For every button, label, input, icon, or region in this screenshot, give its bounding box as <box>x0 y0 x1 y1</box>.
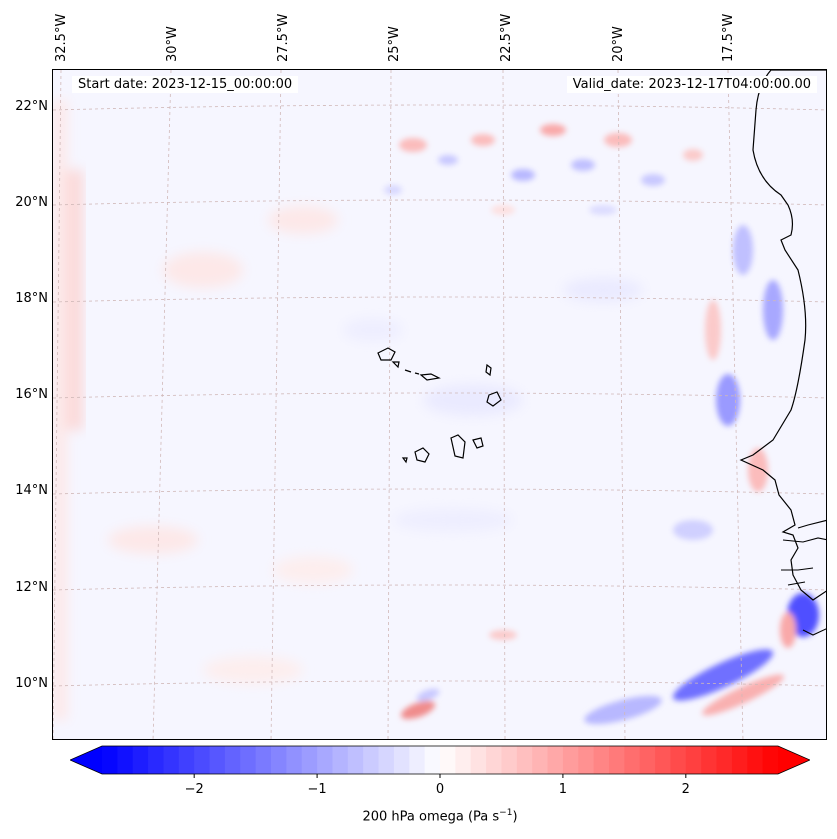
lat-label: 20°N <box>15 195 48 210</box>
colorbar-segment <box>731 746 748 774</box>
colorbar-segment <box>501 746 518 774</box>
colorbar-segment <box>255 746 272 774</box>
colorbar-segment <box>593 746 610 774</box>
colorbar-segment <box>194 746 211 774</box>
colorbar-segment <box>102 746 118 774</box>
colorbar-label-prefix: 200 hPa omega (Pa s <box>362 809 500 825</box>
colorbar-segment <box>470 746 487 774</box>
lat-label: 14°N <box>15 483 48 498</box>
colorbar-segment <box>378 746 395 774</box>
colorbar-segment <box>440 746 456 774</box>
colorbar <box>70 745 810 778</box>
lon-label: 20°W <box>611 26 626 62</box>
colorbar-segment <box>562 746 579 774</box>
colorbar-segment <box>286 746 303 774</box>
lon-label: 25°W <box>387 26 402 62</box>
colorbar-outline <box>70 745 810 775</box>
colorbar-segment <box>240 746 257 774</box>
colorbar-segment <box>117 746 134 774</box>
colorbar-label-suffix: ) <box>512 809 518 825</box>
lat-label: 22°N <box>15 99 48 114</box>
colorbar-tick-label: −1 <box>307 782 327 797</box>
coastline-south <box>781 519 826 636</box>
colorbar-segment <box>701 746 718 774</box>
gridlines <box>53 70 826 739</box>
cape-verde-islands <box>377 347 502 464</box>
cells-south <box>400 630 784 725</box>
lon-label: 17.5°W <box>721 13 736 62</box>
lon-label: 22.5°W <box>499 13 514 62</box>
mixed-cells-north <box>384 124 703 215</box>
map-panel <box>52 69 827 740</box>
colorbar-segment <box>409 746 426 774</box>
colorbar-tick-label: −2 <box>184 782 204 797</box>
colorbar-segment <box>609 746 625 774</box>
colorbar-segment <box>455 746 472 774</box>
colorbar-segment <box>271 746 287 774</box>
cells-east <box>673 225 819 648</box>
colorbar-segment <box>347 746 364 774</box>
colorbar-extend-low <box>70 746 102 774</box>
colorbar-segment <box>532 746 549 774</box>
lon-label: 32.5°W <box>54 13 69 62</box>
colorbar-label: 200 hPa omega (Pa s−1) <box>0 808 837 824</box>
colorbar-segment <box>624 746 641 774</box>
omega-field <box>53 70 826 739</box>
colorbar-segment <box>163 746 180 774</box>
colorbar-segment <box>716 746 733 774</box>
colorbar-segment <box>578 746 595 774</box>
interior-patterns <box>108 206 643 684</box>
colorbar-segment <box>670 746 687 774</box>
colorbar-tick-label: 1 <box>558 782 568 797</box>
colorbar-segment <box>486 746 503 774</box>
colorbar-segment <box>178 746 195 774</box>
colorbar-tick-label: 2 <box>681 782 690 797</box>
colorbar-tick-label: 0 <box>435 782 445 797</box>
lat-label: 12°N <box>15 580 48 595</box>
lat-label: 18°N <box>15 291 48 306</box>
colorbar-segment <box>762 746 779 774</box>
lon-label: 27.5°W <box>276 13 291 62</box>
lat-label: 10°N <box>15 676 48 691</box>
colorbar-segment <box>639 746 656 774</box>
colorbar-label-exp: −1 <box>499 808 513 818</box>
colorbar-segment <box>747 746 764 774</box>
colorbar-segment <box>424 746 441 774</box>
lat-label: 16°N <box>15 387 48 402</box>
colorbar-segment <box>209 746 226 774</box>
colorbar-segment <box>132 746 149 774</box>
positive-band-west <box>53 100 83 720</box>
colorbar-segment <box>655 746 672 774</box>
colorbar-segment <box>224 746 241 774</box>
start-date-label: Start date: 2023-12-15_00:00:00 <box>72 76 299 93</box>
colorbar-segment <box>516 746 533 774</box>
lon-label: 30°W <box>165 26 180 62</box>
colorbar-segment <box>393 746 410 774</box>
colorbar-segment <box>547 746 564 774</box>
coastline-africa <box>739 70 826 601</box>
colorbar-extend-high <box>778 746 810 774</box>
colorbar-segment <box>685 746 702 774</box>
colorbar-segment <box>301 746 318 774</box>
colorbar-segment <box>148 746 165 774</box>
colorbar-segment <box>332 746 349 774</box>
colorbar-segment <box>317 746 334 774</box>
valid-date-label: Valid_date: 2023-12-17T04:00:00.00 <box>566 76 817 93</box>
colorbar-segment <box>363 746 380 774</box>
